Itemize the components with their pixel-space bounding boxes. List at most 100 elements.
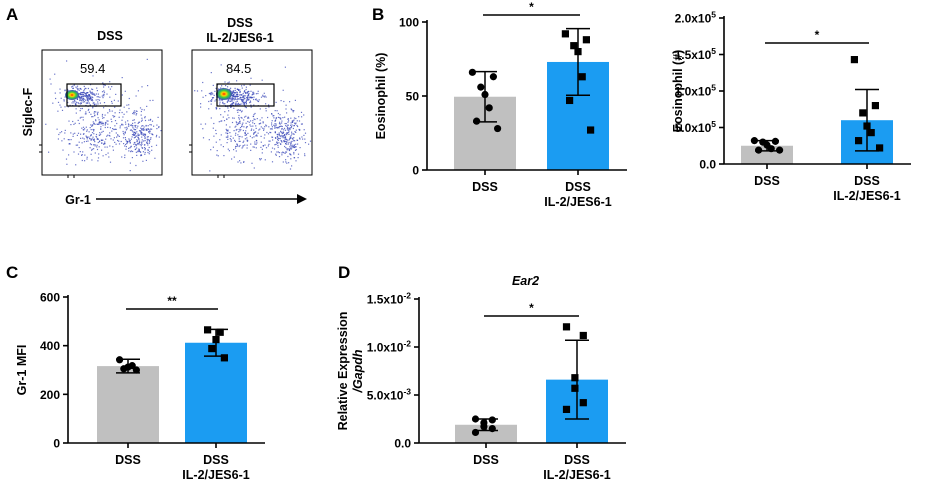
facs-plot1-event [102,84,104,86]
facs-plot1-event [109,161,112,163]
facs-plot1-event [84,160,86,162]
facs-plot2-event [274,137,277,139]
facs-plot1-event [101,115,103,117]
facs-plot2-event [255,139,257,142]
facs-plot1-event [96,112,99,114]
facs-plot1-event [98,122,100,124]
facs-plot2-event [250,97,253,99]
chart-b1-category-label-1: DSS IL-2/JES6-1 [544,180,611,209]
facs-plot1-event [95,135,97,138]
facs-plot2-event [236,123,238,125]
facs-plot2-event [253,132,256,134]
facs-plot2-event [299,137,301,139]
facs-plot2-event [255,135,257,137]
facs-plot2-event [254,131,256,133]
facs-plot2-event [253,132,255,134]
facs-plot2-events [194,64,312,172]
facs-plot1-event [89,98,91,101]
facs-plot2-event [304,155,306,157]
facs-plot2-event [241,136,243,138]
facs-plot1-event [81,92,83,94]
facs-plot1-event [134,148,136,151]
facs-plot1-event [136,110,138,112]
facs-plot1-event [106,146,108,148]
facs-plot1-event [79,87,81,90]
facs-plot1-event [63,99,65,101]
facs-plot1-event [137,151,139,153]
facs-plot2-event [276,126,278,129]
facs-plot2-event [288,120,290,122]
facs-plot1-event [143,109,145,111]
facs-plot1-event [100,126,102,128]
facs-plot2-event [219,101,221,103]
facs-plot1-event [72,85,74,87]
facs-plot2-event [289,101,291,103]
facs-plot2-event [297,125,299,128]
facs-plot1-event [135,135,137,137]
facs-plot1-event [80,91,82,94]
facs-plot1-event [112,139,114,141]
facs-plot2-event [281,128,283,130]
facs-plot2-event [244,116,246,118]
facs-plot2-event [208,100,210,103]
facs-plot2-event [277,139,279,141]
facs-plot2-event [288,127,290,129]
facs-plot1-event [59,92,61,94]
facs-plot1-event [141,141,143,143]
facs-plot2-event [291,131,293,133]
facs-plot1-event [95,120,97,122]
chart-b2-ytick-label-1: 5.0x105 [675,119,717,135]
facs-plot1-event [98,123,100,125]
facs-plot2-event [219,98,221,100]
chart-c-point-1-3 [208,344,216,353]
facs-plot1-event [132,119,134,121]
facs-plot2-event [271,126,273,128]
facs-plot1-event [90,129,92,131]
facs-plot2-event [245,101,247,103]
facs-plot1-event [126,104,128,106]
chart-d-ytick-label-3: 1.5x10-2 [367,291,412,307]
facs-plot1-event [86,130,88,132]
facs-plot1-event [128,150,130,152]
facs-plot2-event [265,124,267,126]
facs-plot2-event [247,117,249,119]
facs-plot2-event [241,100,243,102]
facs-plot1-event [93,123,95,125]
facs-plot1-event [101,131,103,133]
facs-plot2-event [251,162,253,164]
facs-plot2-event [278,142,280,144]
facs-plot1-event [85,126,87,128]
facs-plot1-event [104,123,106,125]
facs-plot1-event [83,92,85,94]
facs-plot2-event [281,152,283,154]
facs-plot1-event [154,157,156,159]
facs-plot1-event [111,100,113,103]
facs-plot2-event [241,110,243,112]
facs-plot2-event [225,124,227,126]
facs-plot2-event [247,96,249,98]
facs-plot1-event [97,141,99,144]
facs-plot2-event [232,98,235,100]
facs-plot1-event [86,95,88,97]
chart-c-significance-label: ** [167,294,177,308]
facs-plot2-event [243,101,245,103]
facs-plot1-event [83,85,85,87]
facs-plot2-event [284,123,286,125]
facs-plot1-event [92,93,94,96]
facs-plot1-event [131,130,133,132]
facs-plot2-event [242,99,244,101]
facs-plot1-event [116,122,118,125]
facs-plot2-event [237,89,240,91]
facs-plot2-event [256,142,258,144]
facs-plot2-event [256,134,258,136]
chart-d-point-1-0 [562,323,571,331]
facs-plot1-event [102,124,104,126]
facs-plot1-event [148,153,150,155]
facs-plot2-event [231,158,233,160]
facs-plot2-event [239,104,241,106]
facs-plot1-event [146,136,148,138]
facs-plot1-event [79,110,81,112]
facs-plot2-event [268,106,270,108]
facs-plot1-event [132,122,134,124]
facs-plot1-event [84,93,86,95]
